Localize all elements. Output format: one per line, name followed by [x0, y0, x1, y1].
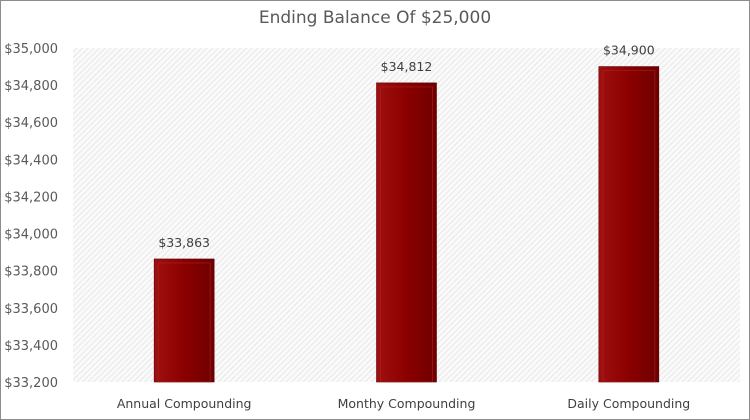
- y-tick-label: $35,000: [4, 42, 58, 57]
- data-label: $33,863: [158, 235, 210, 250]
- bar-bevel: [157, 262, 211, 383]
- x-tick-label: Monthy Compounding: [338, 396, 476, 411]
- x-tick-label: Annual Compounding: [117, 396, 252, 411]
- data-label: $34,812: [381, 59, 433, 74]
- y-tick-label: $33,800: [4, 265, 58, 280]
- y-tick-label: $34,200: [4, 190, 58, 205]
- y-tick-label: $34,800: [4, 79, 58, 94]
- y-tick-label: $34,400: [4, 153, 58, 168]
- x-tick-label: Daily Compounding: [567, 396, 690, 411]
- data-label: $34,900: [603, 43, 655, 58]
- y-tick-label: $34,000: [4, 228, 58, 243]
- y-tick-label: $33,600: [4, 302, 58, 317]
- chart-title: Ending Balance Of $25,000: [258, 8, 492, 28]
- bar-bevel: [602, 70, 656, 383]
- bar-bevel: [380, 86, 433, 383]
- bar: [153, 258, 215, 383]
- bar: [598, 66, 660, 383]
- y-tick-label: $33,200: [4, 376, 58, 391]
- bar: [376, 82, 437, 383]
- y-tick-label: $34,600: [4, 116, 58, 131]
- y-tick-label: $33,400: [4, 339, 58, 354]
